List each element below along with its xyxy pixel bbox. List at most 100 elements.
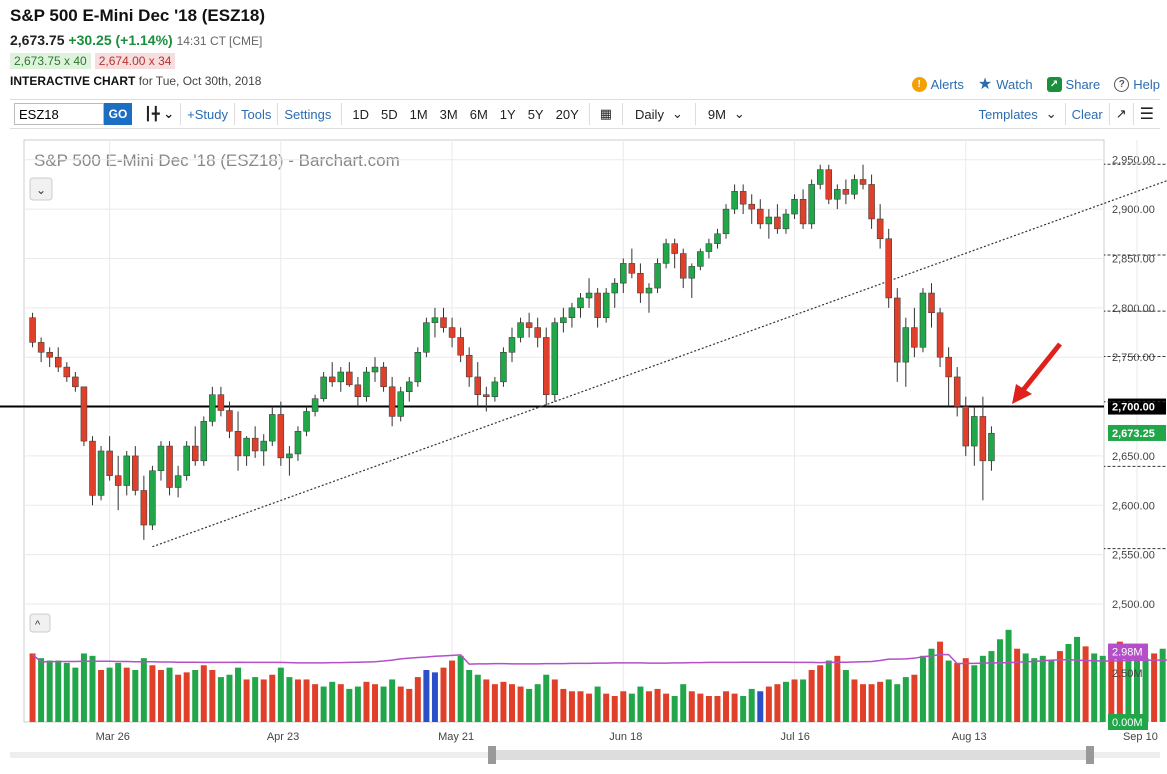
candle-body: [217, 394, 225, 411]
period-button-5y[interactable]: 5Y: [527, 106, 544, 122]
chart-type-dropdown[interactable]: ┃╋ ⌄: [138, 103, 180, 125]
candle-body: [440, 317, 447, 328]
volume-bar: [997, 639, 1003, 722]
volume-bar: [397, 686, 404, 722]
volume-bar: [1159, 648, 1166, 722]
period-button-5d[interactable]: 5D: [380, 106, 398, 122]
candle-body: [842, 189, 850, 195]
volume-bar: [200, 665, 207, 722]
candle-body: [731, 191, 738, 210]
chart-title: S&P 500 E-Mini Dec '18 (ESZ18) - Barchar…: [34, 151, 400, 170]
candle-body: [63, 366, 71, 378]
chart-date: for Tue, Oct 30th, 2018: [138, 74, 262, 88]
volume-bar: [628, 693, 635, 722]
price-change: +30.25 (+1.14%): [68, 32, 173, 48]
volume-bar: [551, 679, 558, 722]
scroll-handle-left[interactable]: [488, 746, 496, 764]
volume-bar: [1099, 655, 1106, 722]
period-button-1y[interactable]: 1Y: [499, 106, 516, 122]
chevron-up-icon: ^: [35, 619, 41, 631]
period-button-20y[interactable]: 20Y: [555, 106, 579, 122]
volume-bar: [1022, 653, 1029, 722]
candle-body: [380, 366, 387, 388]
price-chart[interactable]: S&P 500 E-Mini Dec '18 (ESZ18) - Barchar…: [0, 132, 1167, 744]
candle-body: [876, 218, 884, 239]
scroll-handle-right[interactable]: [1086, 746, 1094, 764]
scrollbar-track: [10, 746, 1160, 764]
volume-bar: [534, 684, 541, 722]
tools-button[interactable]: Tools: [234, 103, 277, 125]
candle-body: [80, 386, 88, 442]
volume-bar: [89, 655, 96, 722]
scrollbar-thumb[interactable]: [493, 750, 1090, 760]
share-link[interactable]: ↗ Share: [1046, 74, 1100, 94]
candle-body: [971, 416, 978, 447]
candle-body: [303, 411, 310, 432]
volume-bar: [586, 693, 593, 722]
page-title: S&P 500 E-Mini Dec '18 (ESZ18): [10, 6, 266, 25]
volume-bar: [320, 686, 327, 722]
volume-ma-label: 2.98M: [1112, 647, 1143, 659]
candle-body: [902, 327, 910, 363]
candle-body: [132, 455, 139, 491]
menu-icon[interactable]: ☰: [1132, 103, 1160, 125]
range-dropdown[interactable]: 9M ⌄: [700, 106, 753, 122]
candle-body: [508, 337, 516, 353]
help-link[interactable]: ? Help: [1114, 74, 1160, 94]
volume-ma-label-bg: [1108, 643, 1148, 660]
volume-bar: [132, 670, 139, 722]
candle-body: [226, 410, 233, 432]
volume-bar: [800, 679, 807, 722]
period-button-1d[interactable]: 1D: [352, 106, 369, 122]
period-button-1m[interactable]: 1M: [409, 106, 428, 122]
chart-scrollbar[interactable]: [10, 744, 1160, 766]
alerts-link[interactable]: ! Alerts: [911, 74, 964, 94]
clear-button[interactable]: Clear: [1064, 103, 1109, 125]
volume-bar: [740, 696, 747, 722]
candle-body: [525, 322, 533, 328]
candle-body: [166, 445, 173, 488]
candle-body: [722, 208, 730, 235]
interval-dropdown[interactable]: Daily ⌄: [627, 106, 691, 122]
calendar-icon[interactable]: ▦: [599, 106, 613, 121]
go-button[interactable]: GO: [104, 103, 132, 125]
symbol-input[interactable]: [14, 103, 104, 125]
candle-body: [174, 475, 182, 488]
settings-button[interactable]: Settings: [277, 103, 337, 125]
study-button[interactable]: +Study: [180, 103, 234, 125]
star-icon: ★: [977, 76, 993, 93]
candle-body: [363, 371, 370, 397]
candle-body: [620, 263, 627, 284]
period-button-3m[interactable]: 3M: [439, 106, 458, 122]
volume-bar: [851, 679, 858, 722]
expand-icon[interactable]: ↗: [1108, 103, 1133, 125]
candle-body: [200, 421, 208, 462]
toolbar-right: Templates ⌄ Clear ↗ ☰: [971, 103, 1160, 125]
watch-label: Watch: [996, 76, 1033, 92]
candle-body: [448, 327, 456, 338]
candle-body: [72, 376, 79, 388]
y-tick-label: 2,950.00: [1112, 155, 1155, 167]
candle-body: [209, 394, 216, 422]
candle-body: [260, 440, 267, 452]
period-button-6m[interactable]: 6M: [469, 106, 488, 122]
volume-bar: [414, 677, 421, 722]
volume-bar: [286, 677, 293, 722]
volume-bar: [252, 677, 259, 722]
volume-bar: [1091, 653, 1098, 722]
volume-bar: [457, 655, 464, 722]
candle-body: [825, 169, 833, 200]
templates-dropdown[interactable]: Templates ⌄: [971, 106, 1065, 122]
volume-bar: [449, 660, 456, 722]
volume-bar: [705, 696, 712, 722]
volume-bar: [877, 681, 884, 722]
volume-bar: [29, 653, 36, 722]
quote-line: 2,673.75 +30.25 (+1.14%) 14:31 CT [CME]: [10, 32, 262, 48]
volume-bar: [406, 688, 413, 722]
candle-body: [320, 376, 327, 399]
candle-body: [688, 266, 696, 279]
watch-link[interactable]: ★ Watch: [978, 74, 1033, 94]
candle-body: [457, 337, 464, 356]
y-tick-label: 2,650.00: [1112, 451, 1155, 463]
candle-body: [29, 317, 36, 343]
